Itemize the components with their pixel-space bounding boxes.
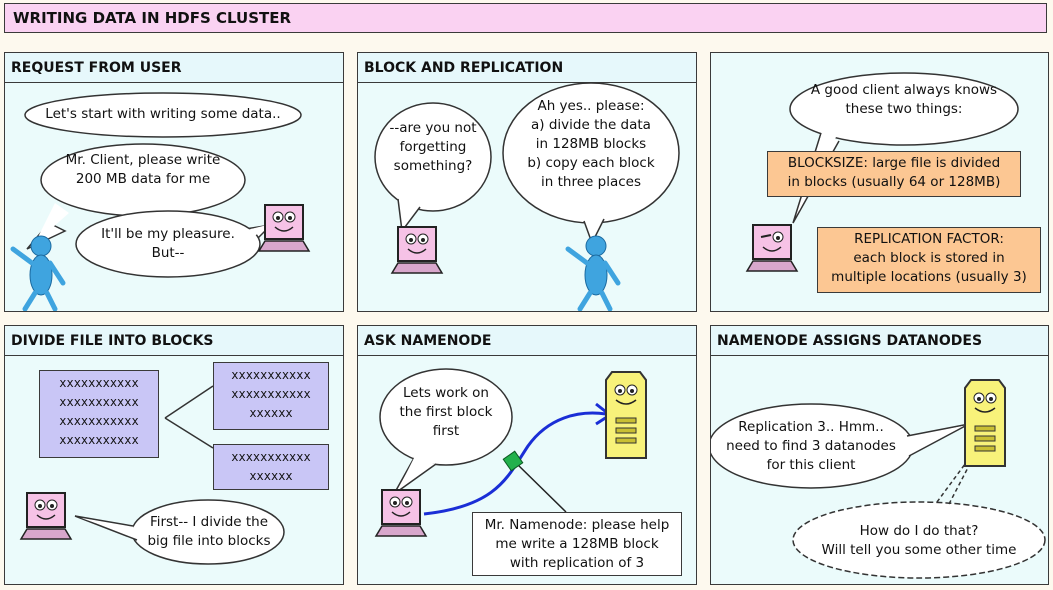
namenode-server-icon: [605, 371, 647, 459]
panel-heading: BLOCK AND REPLICATION: [358, 53, 696, 83]
stick-figure-user-icon: [10, 235, 66, 311]
panel-ask-namenode: ASK NAMENODE Lets work on the first bloc…: [357, 325, 697, 585]
speech-bubble-client: Lets work on the first block first: [399, 385, 493, 439]
panel-block-and-replication: BLOCK AND REPLICATION --are you not forg…: [357, 52, 697, 312]
data-packet-icon: [502, 450, 524, 472]
file-block-original: xxxxxxxxxxx xxxxxxxxxxx xxxxxxxxxxx xxxx…: [39, 370, 159, 458]
laptop-client-icon: [374, 489, 428, 537]
file-block-1: xxxxxxxxxxx xxxxxxxxxxx xxxxxx: [213, 362, 329, 430]
speech-bubble-namenode: Replication 3.. Hmm.. need to find 3 dat…: [726, 419, 896, 473]
speech-bubble-client: A good client always knows these two thi…: [810, 82, 998, 117]
laptop-client-icon: [257, 204, 311, 252]
namenode-server-icon: [964, 379, 1006, 467]
panel-divide-file: DIVIDE FILE INTO BLOCKS xxxxxxxxxxx xxxx…: [4, 325, 344, 585]
panel-art: [374, 368, 647, 537]
stick-figure-user-icon: [565, 235, 621, 311]
laptop-client-icon: [390, 226, 444, 274]
panel-heading: DIVIDE FILE INTO BLOCKS: [5, 326, 343, 356]
speech-bubble-client: Let's start with writing some data..: [45, 106, 281, 122]
page-title: WRITING DATA IN HDFS CLUSTER: [4, 3, 1047, 33]
speech-bubble-user: Ah yes.. please: a) divide the data in 1…: [527, 98, 655, 190]
panel-namenode-assigns-datanodes: NAMENODE ASSIGNS DATANODES Replication 3…: [710, 325, 1049, 585]
panel-heading: REQUEST FROM USER: [5, 53, 343, 83]
speech-bubble-client: First-- I divide the big file into block…: [147, 514, 271, 549]
panel-heading: ASK NAMENODE: [358, 326, 696, 356]
laptop-client-icon: [19, 492, 73, 540]
panel-art: [10, 92, 311, 311]
message-to-namenode: Mr. Namenode: please help me write a 128…: [472, 512, 682, 576]
panel-art: [711, 379, 1046, 579]
speech-bubble-client-reply: It'll be my pleasure. But--: [101, 226, 235, 261]
panel-art: [19, 385, 285, 565]
panel-heading: NAMENODE ASSIGNS DATANODES: [711, 326, 1048, 356]
speech-bubble-client: --are you not forgetting something?: [389, 120, 477, 174]
note-blocksize: BLOCKSIZE: large file is divided in bloc…: [767, 151, 1021, 197]
speech-bubble-user: Mr. Client, please write 200 MB data for…: [65, 152, 221, 187]
panel-art: [374, 82, 680, 311]
panel-client-knowledge: A good client always knows these two thi…: [710, 52, 1049, 312]
note-replication-factor: REPLICATION FACTOR: each block is stored…: [817, 227, 1041, 293]
laptop-client-icon: [745, 224, 799, 272]
file-block-2: xxxxxxxxxxx xxxxxx: [213, 444, 329, 490]
thought-bubble-namenode: How do I do that? Will tell you some oth…: [821, 523, 1017, 558]
panel-request-from-user: REQUEST FROM USER Let's start with: [4, 52, 344, 312]
